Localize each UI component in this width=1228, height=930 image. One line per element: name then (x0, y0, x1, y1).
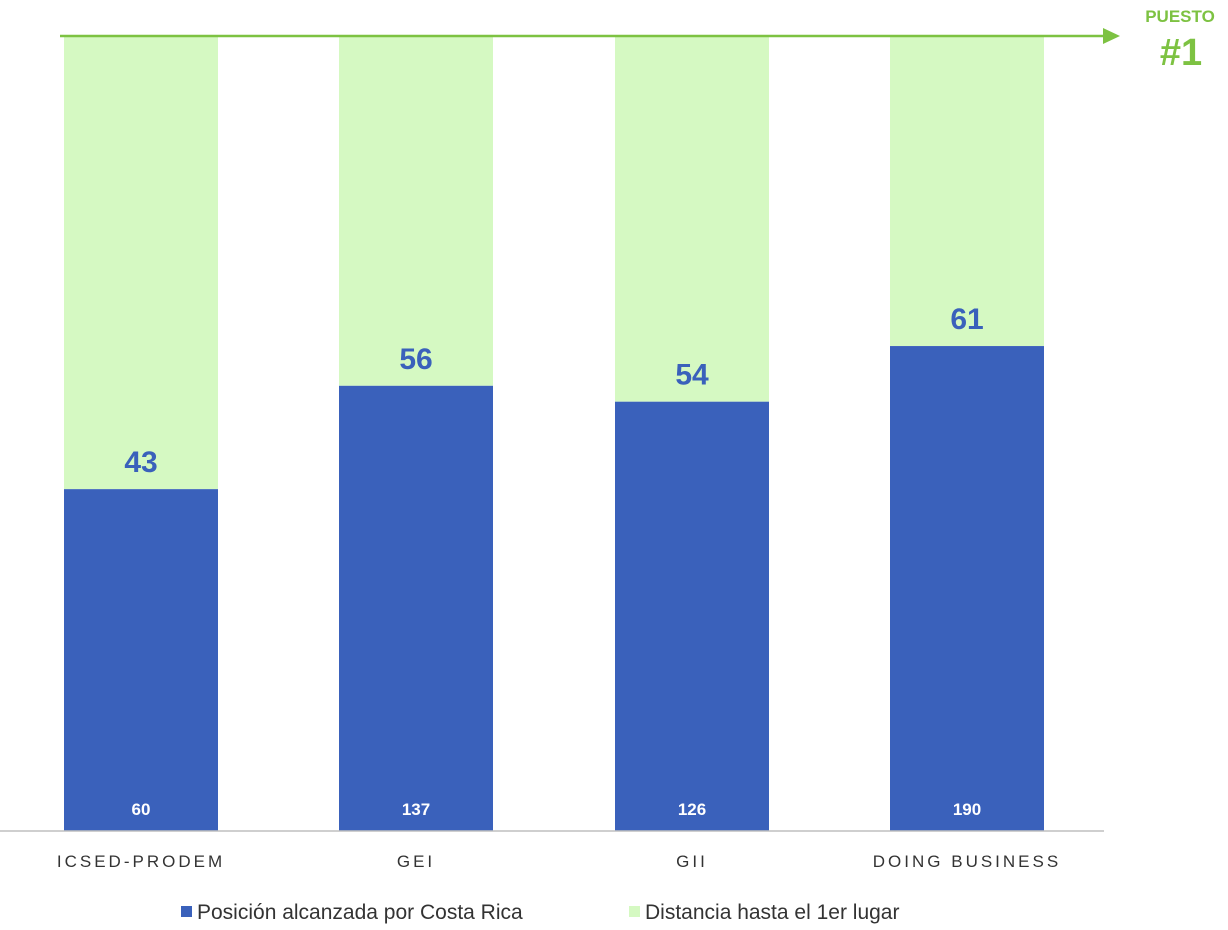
bar-distance-0 (64, 36, 218, 490)
legend-label-position: Posición alcanzada por Costa Rica (197, 901, 523, 924)
legend: Posición alcanzada por Costa Rica Distan… (181, 901, 899, 924)
value-label-1: 56 (399, 343, 432, 376)
labels-group: 43 60 ICSED-PRODEM 56 137 GEI 54 126 GII 61 190 DOI… (57, 303, 1061, 871)
value-label-0: 43 (124, 446, 157, 479)
rank-label-2: 126 (678, 800, 706, 819)
value-label-3: 61 (950, 303, 983, 336)
rank-label-3: 190 (953, 800, 981, 819)
bar-distance-2 (615, 36, 769, 402)
bar-position-2 (615, 401, 769, 831)
category-label-1: GEI (397, 852, 435, 871)
bar-position-0 (64, 489, 218, 831)
category-label-3: DOING BUSINESS (873, 852, 1061, 871)
rank-label-1: 137 (402, 800, 430, 819)
legend-swatch-position (181, 906, 192, 917)
bar-distance-3 (890, 36, 1044, 347)
bars-group (64, 36, 1044, 831)
bar-distance-1 (339, 36, 493, 386)
legend-label-distance: Distancia hasta el 1er lugar (645, 901, 899, 924)
category-label-2: GII (676, 852, 708, 871)
legend-swatch-distance (629, 906, 640, 917)
target-label-number: #1 (1160, 32, 1202, 74)
rank-label-0: 60 (132, 800, 151, 819)
bar-position-1 (339, 385, 493, 831)
category-label-0: ICSED-PRODEM (57, 852, 225, 871)
target-label-puesto: PUESTO (1145, 7, 1215, 26)
bar-position-3 (890, 346, 1044, 831)
target-arrow-head (1103, 28, 1120, 44)
value-label-2: 54 (675, 359, 709, 392)
